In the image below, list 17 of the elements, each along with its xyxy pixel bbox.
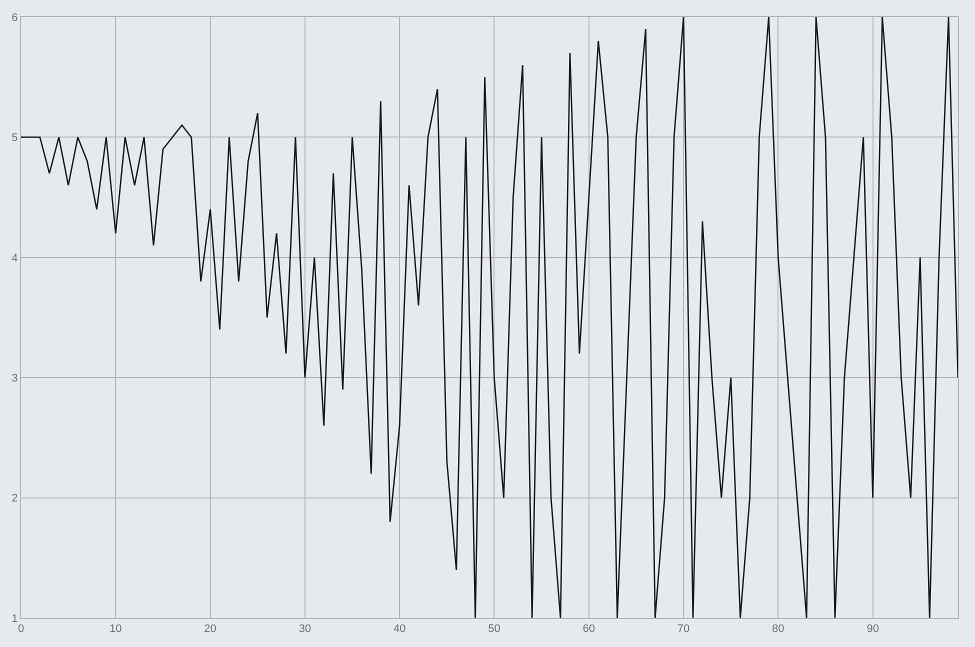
y-tick-label: 4 [12,252,18,264]
x-tick-label: 30 [298,623,312,636]
x-tick-label: 80 [772,623,784,636]
y-tick-label: 1 [12,612,18,625]
x-tick-label: 40 [393,623,406,636]
y-tick-label: 5 [12,132,18,144]
x-tick-label: 50 [488,623,500,636]
x-tick-label: 70 [677,623,690,636]
x-tick-label: 20 [204,623,216,636]
x-tick-label: 60 [582,623,596,636]
x-tick-label: 10 [110,623,122,636]
y-tick-label: 2 [12,492,18,505]
line-series [21,17,958,618]
y-tick-label: 3 [12,372,18,384]
x-tick-label: 90 [866,623,879,636]
x-tick-label: 0 [18,623,24,636]
y-tick-label: 6 [12,12,18,24]
